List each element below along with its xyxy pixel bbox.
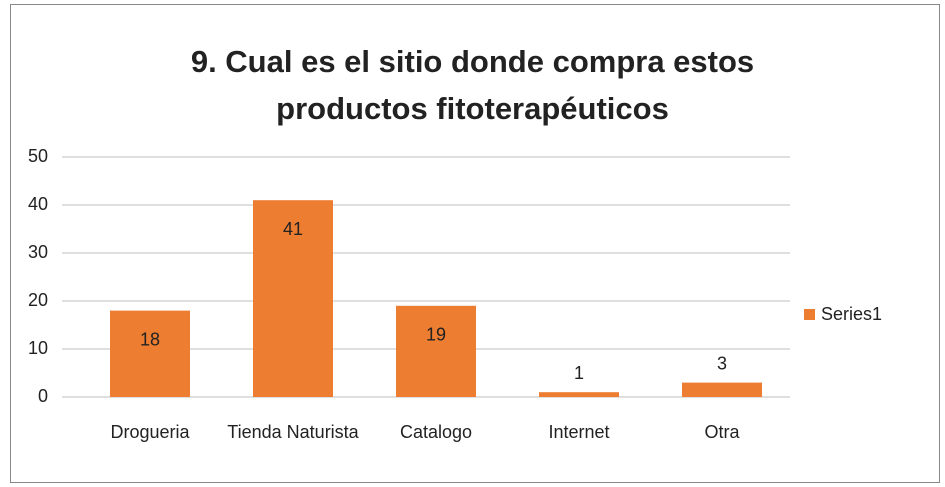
- chart-border: [10, 4, 940, 483]
- data-label: 19: [426, 325, 446, 345]
- chart-title: 9. Cual es el sitio donde compra estos p…: [190, 44, 755, 126]
- y-tick-label: 40: [28, 194, 48, 214]
- y-tick-label: 30: [28, 242, 48, 262]
- x-tick-label: Internet: [548, 422, 610, 442]
- y-tick-label: 0: [38, 386, 48, 406]
- y-tick-label: 50: [28, 146, 48, 166]
- bar: [539, 392, 619, 397]
- data-label: 1: [574, 363, 584, 383]
- bar: [110, 310, 190, 397]
- x-tick-label: Drogueria: [110, 422, 190, 442]
- bar: [682, 382, 762, 397]
- y-tick-label: 20: [28, 290, 48, 310]
- y-tick-label: 10: [28, 338, 48, 358]
- bar: [396, 305, 476, 397]
- data-label: 18: [140, 329, 160, 349]
- x-tick-label: Tienda Naturista: [227, 422, 359, 442]
- x-tick-label: Catalogo: [399, 422, 473, 442]
- x-tick-label: Otra: [704, 422, 740, 442]
- legend-label: Series1: [821, 304, 882, 324]
- data-label: 41: [283, 219, 303, 239]
- bar: [253, 200, 333, 397]
- legend-swatch: [804, 309, 815, 320]
- data-label: 3: [717, 353, 727, 373]
